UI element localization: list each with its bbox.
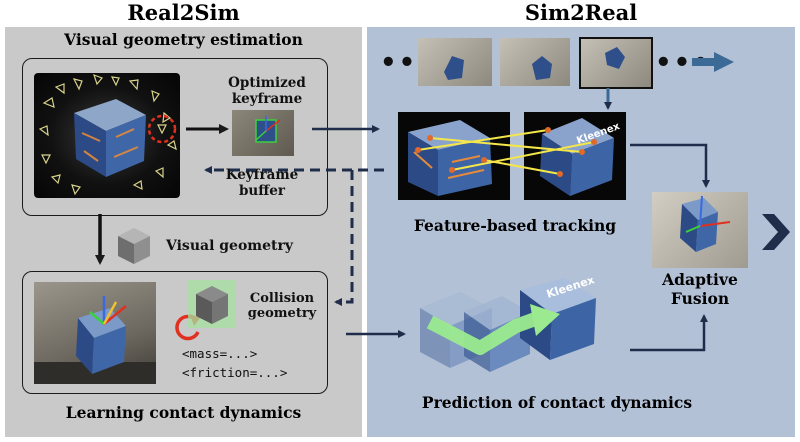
frame-thumbnail-2 — [500, 38, 570, 86]
output-chevron-icon — [762, 214, 790, 250]
keyframe-cloud-image — [34, 73, 180, 198]
tracking-frame-previous — [398, 112, 510, 200]
mass-parameter: <mass=...> — [182, 346, 258, 361]
visual-geometry-label: Visual geometry — [166, 238, 293, 254]
sim2real-title: Sim2Real — [524, 0, 638, 25]
visual-geometry-cube-icon — [112, 224, 154, 266]
adaptive-fusion-image — [652, 192, 748, 268]
adaptive-fusion-label: Adaptive Fusion — [662, 270, 738, 309]
contact-prediction-image: Kleenex — [420, 278, 610, 378]
visual-geometry-estimation-box — [22, 58, 328, 216]
friction-parameter: <friction=...> — [182, 365, 288, 380]
prediction-contact-dynamics-label: Prediction of contact dynamics — [421, 393, 693, 412]
feature-tracking-label: Feature-based tracking — [413, 216, 617, 235]
frame-thumbnail-current — [579, 37, 653, 89]
frame-thumbnail-1 — [418, 38, 492, 86]
learning-contact-dynamics-label: Learning contact dynamics — [65, 403, 302, 422]
feature-match-lines — [417, 129, 595, 175]
real2sim-title: Real2Sim — [127, 0, 240, 25]
arrow-dashed-collision-geometry — [334, 170, 354, 306]
contact-learning-image — [34, 282, 156, 384]
collision-geometry-cube-icon — [186, 278, 238, 330]
visual-geometry-estimation-label: Visual geometry estimation — [64, 30, 303, 49]
optimized-keyframe-image — [232, 110, 294, 156]
tracking-frame-current: Kleenex — [524, 112, 626, 200]
optimized-keyframe-label: Optimized keyframe — [228, 75, 306, 107]
frame-sequence-arrow — [692, 52, 734, 72]
learning-contact-dynamics-box — [22, 271, 328, 394]
arrow-tracking-to-fusion — [630, 143, 710, 188]
arrow-prediction-to-fusion — [630, 314, 708, 352]
collision-geometry-label: Collision geometry — [247, 291, 317, 321]
